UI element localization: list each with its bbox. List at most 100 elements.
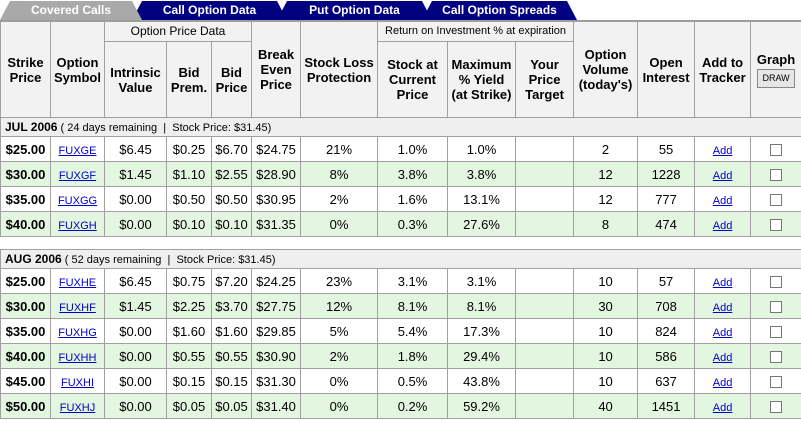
- cell: $2.55: [210, 161, 253, 187]
- checkbox[interactable]: [770, 351, 783, 364]
- cell: FUXHF: [50, 293, 105, 319]
- checkbox[interactable]: [770, 144, 783, 157]
- group-header: Return on Investment % at expiration: [377, 21, 575, 42]
- option-row: $25.00 FUXHE $6.45 $0.75 $7.20 $24.25 23% 3.1% 3…: [0, 268, 801, 294]
- price-target: [515, 343, 575, 369]
- cell: 1.0%: [447, 136, 517, 162]
- header-row: Strike Price Option Symbol Option Price Da…: [0, 21, 801, 118]
- cell: $3.70: [210, 293, 253, 319]
- cell: $1.60: [166, 318, 212, 344]
- option-row: $30.00 FUXGF $1.45 $1.10 $2.55 $28.90 8% 3.8% 3.…: [0, 161, 801, 187]
- column-header: Add to Tracker: [694, 21, 752, 118]
- checkbox[interactable]: [770, 376, 783, 389]
- cell: $31.35: [251, 211, 302, 237]
- option-symbol-link[interactable]: FUXHE: [58, 276, 97, 289]
- option-symbol-link[interactable]: FUXGF: [58, 169, 97, 182]
- cell: $0.50: [166, 186, 212, 212]
- tab[interactable]: Call Option Spreads: [422, 1, 577, 20]
- option-row: $35.00 FUXHG $0.00 $1.60 $1.60 $29.85 5% 5.4% 17…: [0, 318, 801, 344]
- add-link[interactable]: Add: [712, 219, 733, 232]
- checkbox[interactable]: [770, 194, 783, 207]
- cell: $0.15: [210, 368, 253, 394]
- option-symbol-link[interactable]: FUXHI: [61, 376, 94, 389]
- cell: 23%: [300, 268, 379, 294]
- cell: FUXGG: [50, 186, 105, 212]
- cell: Add: [694, 136, 752, 162]
- cell: 474: [637, 211, 696, 237]
- option-symbol-link[interactable]: FUXHJ: [59, 401, 96, 414]
- cell: 21%: [300, 136, 379, 162]
- price-target: [515, 393, 575, 419]
- draw-button[interactable]: DRAW: [757, 68, 795, 88]
- column-header: Break Even Price: [251, 21, 302, 118]
- checkbox[interactable]: [770, 276, 783, 289]
- tab[interactable]: Put Option Data: [277, 1, 432, 20]
- cell: $25.00: [0, 136, 51, 162]
- graph-cell: [750, 293, 801, 319]
- cell: 0.2%: [377, 393, 449, 419]
- tab[interactable]: Call Option Data: [132, 1, 287, 20]
- option-symbol-link[interactable]: FUXGH: [58, 219, 97, 232]
- cell: 2%: [300, 343, 379, 369]
- cell: 3.8%: [377, 161, 449, 187]
- cell: Add: [694, 186, 752, 212]
- option-row: $25.00 FUXGE $6.45 $0.25 $6.70 $24.75 21% 1.0% 1…: [0, 136, 801, 162]
- section-header: JUL 2006 ( 24 days remaining | Stock Pri…: [0, 117, 801, 137]
- cell: 10: [573, 268, 639, 294]
- option-row: $45.00 FUXHI $0.00 $0.15 $0.15 $31.30 0% 0.5% 43…: [0, 368, 801, 394]
- cell: $35.00: [0, 186, 51, 212]
- cell: FUXGH: [50, 211, 105, 237]
- add-link[interactable]: Add: [712, 169, 733, 182]
- graph-cell: [750, 368, 801, 394]
- checkbox[interactable]: [770, 401, 783, 414]
- option-symbol-link[interactable]: FUXHH: [58, 351, 97, 364]
- cell: 10: [573, 368, 639, 394]
- cell: $0.50: [210, 186, 253, 212]
- cell: $0.00: [104, 368, 167, 394]
- cell: $24.75: [251, 136, 302, 162]
- price-target: [515, 368, 575, 394]
- cell: 3.1%: [447, 268, 517, 294]
- cell: FUXGF: [50, 161, 105, 187]
- section-row: JUL 2006 ( 24 days remaining | Stock Pri…: [0, 117, 801, 137]
- cell: 1.8%: [377, 343, 449, 369]
- option-row: $50.00 FUXHJ $0.00 $0.05 $0.05 $31.40 0% 0.2% 59…: [0, 393, 801, 419]
- add-link[interactable]: Add: [712, 326, 733, 339]
- cell: 40: [573, 393, 639, 419]
- cell: Add: [694, 211, 752, 237]
- add-link[interactable]: Add: [712, 376, 733, 389]
- add-link[interactable]: Add: [712, 401, 733, 414]
- cell: $30.00: [0, 161, 51, 187]
- option-symbol-link[interactable]: FUXHF: [59, 301, 96, 314]
- option-symbol-link[interactable]: FUXHG: [58, 326, 97, 339]
- cell: $50.00: [0, 393, 51, 419]
- add-link[interactable]: Add: [712, 351, 733, 364]
- add-link[interactable]: Add: [712, 144, 733, 157]
- cell: 8: [573, 211, 639, 237]
- cell: 5%: [300, 318, 379, 344]
- cell: $0.00: [104, 211, 167, 237]
- cell: 59.2%: [447, 393, 517, 419]
- cell: $0.25: [166, 136, 212, 162]
- cell: Add: [694, 343, 752, 369]
- cell: $0.00: [104, 343, 167, 369]
- cell: 30: [573, 293, 639, 319]
- graph-cell: [750, 393, 801, 419]
- option-symbol-link[interactable]: FUXGG: [57, 194, 98, 207]
- tab[interactable]: Covered Calls: [0, 1, 142, 20]
- add-link[interactable]: Add: [712, 194, 733, 207]
- add-link[interactable]: Add: [712, 276, 733, 289]
- checkbox[interactable]: [770, 301, 783, 314]
- add-link[interactable]: Add: [712, 301, 733, 314]
- cell: Add: [694, 293, 752, 319]
- cell: FUXHJ: [50, 393, 105, 419]
- checkbox[interactable]: [770, 219, 783, 232]
- option-row: $40.00 FUXGH $0.00 $0.10 $0.10 $31.35 0% 0.3% 27…: [0, 211, 801, 237]
- checkbox[interactable]: [770, 326, 783, 339]
- checkbox[interactable]: [770, 169, 783, 182]
- cell: 10: [573, 318, 639, 344]
- cell: $0.10: [210, 211, 253, 237]
- option-symbol-link[interactable]: FUXGE: [58, 144, 97, 157]
- cell: 2: [573, 136, 639, 162]
